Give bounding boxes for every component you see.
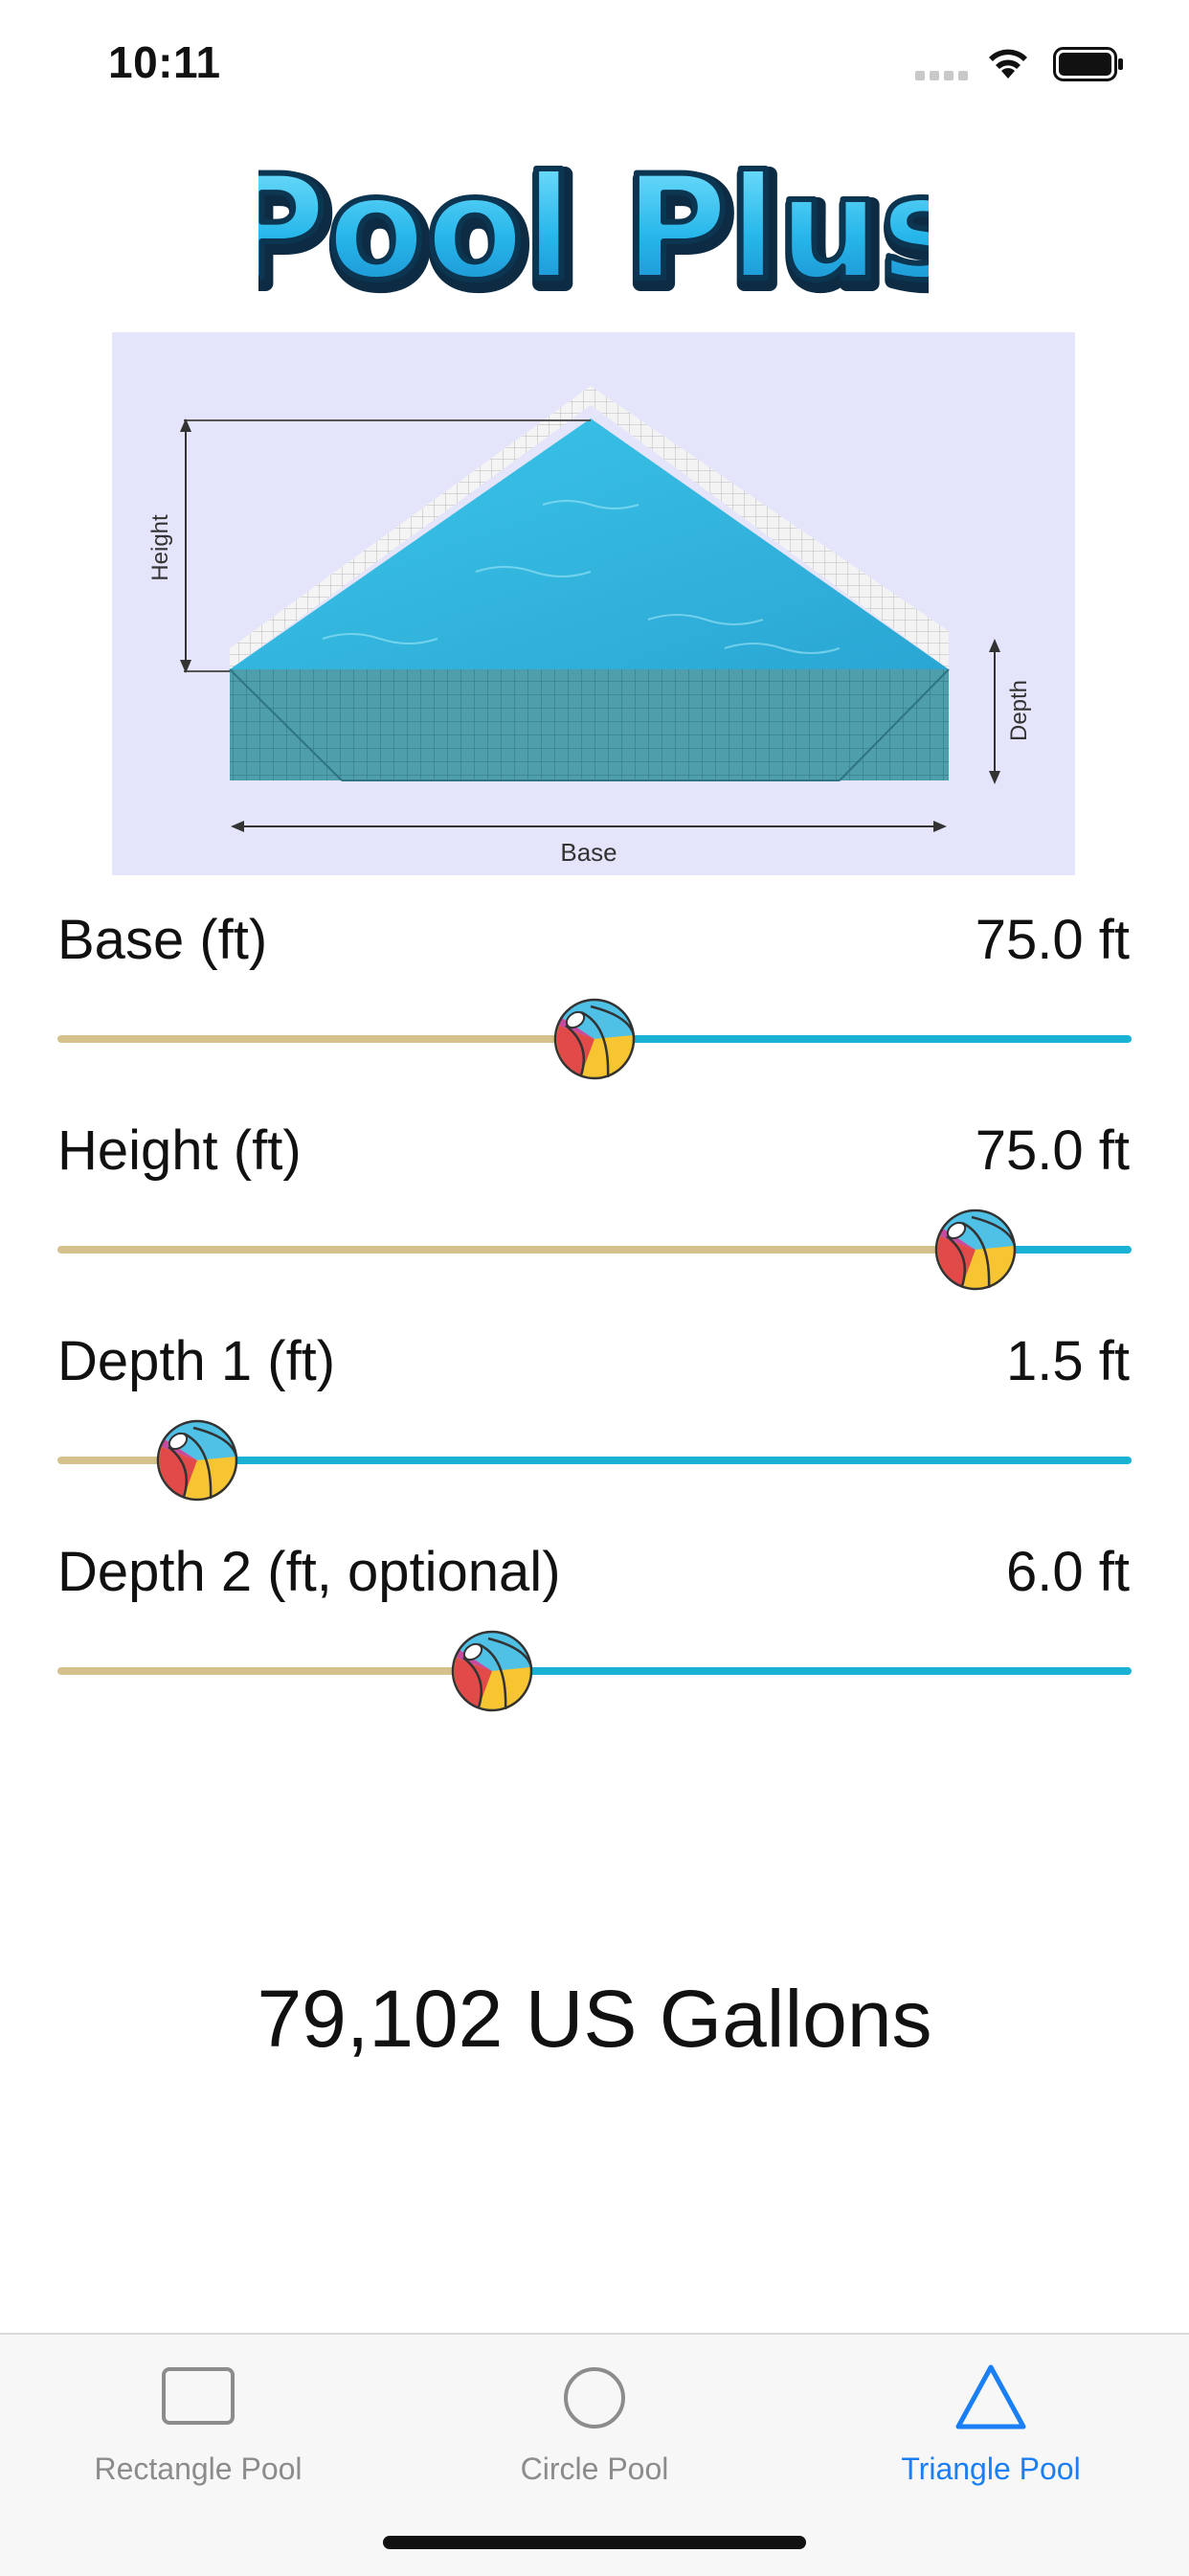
slider-fill-max [976, 1246, 1132, 1254]
tab-label: Triangle Pool [901, 2452, 1081, 2486]
circle-icon [564, 2367, 625, 2429]
slider-fill-max [196, 1457, 1132, 1464]
svg-text:Pool Plus: Pool Plus [258, 146, 929, 312]
height-value: 75.0 ft [975, 1119, 1130, 1182]
svg-text:Base: Base [560, 838, 617, 867]
base-slider[interactable] [57, 1035, 1132, 1043]
triangle-icon [955, 2364, 1026, 2429]
depth-1-value: 1.5 ft [1006, 1330, 1130, 1392]
height-slider[interactable] [57, 1246, 1132, 1254]
depth-2-value: 6.0 ft [1006, 1541, 1130, 1603]
beach-ball-slider-thumb[interactable] [155, 1418, 239, 1503]
cellular-signal-icon [915, 71, 969, 80]
home-indicator [383, 2536, 806, 2549]
base-value: 75.0 ft [975, 909, 1130, 971]
tab-rectangle-pool[interactable]: Rectangle Pool [0, 2335, 396, 2526]
depth-1-label: Depth 1 (ft) [57, 1330, 336, 1392]
svg-text:Pool Plus: Pool Plus [258, 151, 929, 316]
depth-2-slider[interactable] [57, 1667, 1132, 1675]
battery-icon [1053, 47, 1123, 81]
gallons-result: 79,102 US Gallons [257, 1974, 932, 2064]
app-logo: Pool Plus Pool Plus [258, 144, 929, 316]
depth-1-slider[interactable] [57, 1457, 1132, 1464]
height-label: Height (ft) [57, 1119, 302, 1182]
beach-ball-slider-thumb[interactable] [933, 1208, 1018, 1292]
slider-fill-min [57, 1035, 594, 1043]
slider-fill-min [57, 1667, 493, 1675]
slider-fill-max [492, 1667, 1132, 1675]
base-label: Base (ft) [57, 909, 268, 971]
svg-text:Depth: Depth [1006, 680, 1032, 741]
status-time: 10:11 [108, 37, 221, 87]
beach-ball-slider-thumb[interactable] [552, 997, 637, 1081]
tab-triangle-pool[interactable]: Triangle Pool [793, 2335, 1189, 2526]
tab-circle-pool[interactable]: Circle Pool [396, 2335, 793, 2526]
beach-ball-slider-thumb[interactable] [450, 1629, 534, 1713]
tab-bar: Rectangle Pool Circle Pool Triangle Pool [0, 2333, 1189, 2576]
depth-2-label: Depth 2 (ft, optional) [57, 1541, 561, 1603]
tab-label: Rectangle Pool [94, 2452, 303, 2486]
rectangle-icon [162, 2367, 235, 2425]
svg-text:Height: Height [147, 514, 173, 581]
triangle-pool-diagram: Height Depth Base [112, 332, 1075, 875]
slider-fill-min [57, 1457, 197, 1464]
wifi-icon [989, 49, 1027, 79]
tab-label: Circle Pool [520, 2452, 669, 2486]
slider-fill-max [594, 1035, 1132, 1043]
slider-fill-min [57, 1246, 976, 1254]
